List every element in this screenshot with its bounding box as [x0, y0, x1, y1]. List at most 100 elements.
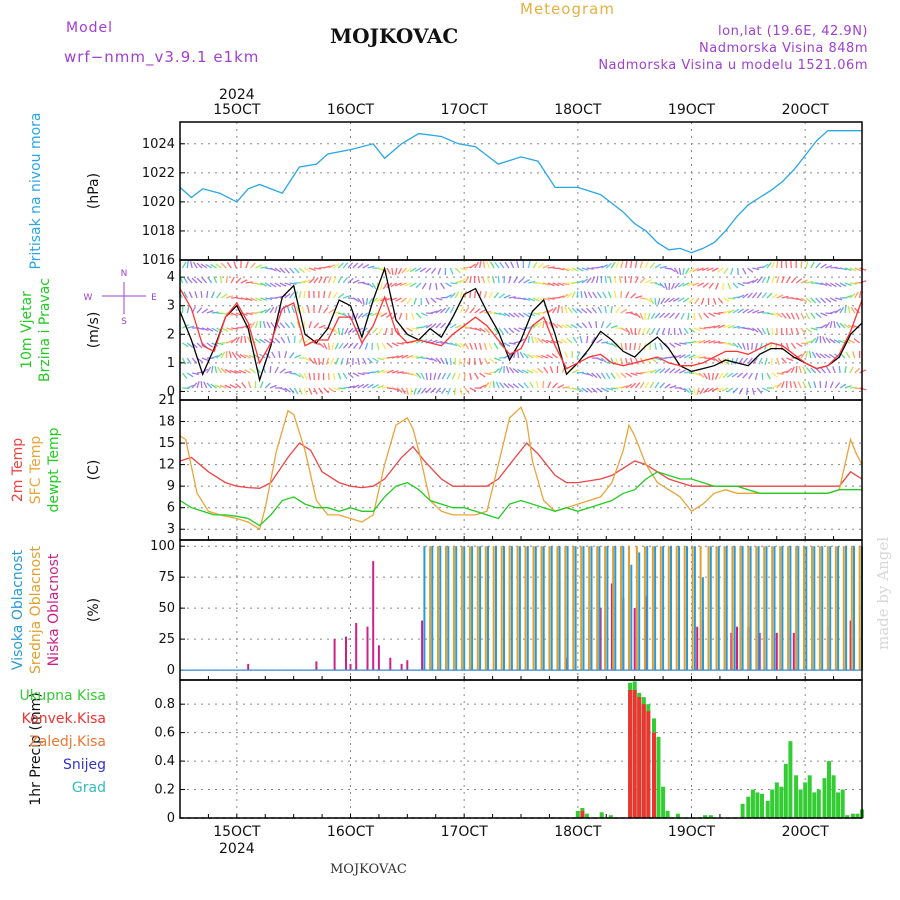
wind-arrow: [693, 327, 701, 332]
bar-cloud_low: [372, 561, 375, 671]
wind-arrow: [752, 267, 760, 271]
wind-arrow: [847, 306, 851, 314]
panel-frame: [179, 679, 863, 819]
bar-cloud_mid: [460, 546, 463, 671]
wind-arrow: [228, 351, 232, 359]
wind-arrow: [565, 324, 573, 329]
bar-precip_total: [807, 775, 812, 818]
bar-cloud_high: [542, 546, 545, 671]
wind-arrow: [420, 387, 427, 394]
wind-arrow: [795, 278, 803, 284]
wind-arrow: [557, 267, 565, 271]
wind-arrow: [546, 354, 553, 359]
wind-arrow: [298, 372, 305, 379]
wind-arrow: [542, 309, 550, 314]
wind-arrow: [654, 263, 662, 269]
wind-arrow: [265, 297, 273, 301]
wind-arrow: [399, 282, 407, 287]
bar-cloud_high: [463, 546, 466, 671]
wind-arrow: [484, 372, 492, 376]
wind-arrow: [255, 282, 263, 286]
wind-arrow: [771, 276, 775, 284]
wind-arrow: [406, 354, 414, 359]
wind-arrow: [810, 367, 817, 374]
wind-arrow: [494, 312, 502, 316]
wind-arrow: [630, 312, 638, 316]
axis-title-wind: 10m Vjetar: [19, 291, 35, 369]
wind-arrow: [639, 381, 645, 389]
wind-arrow: [337, 372, 342, 380]
wind-arrow: [240, 297, 248, 301]
wind-arrow: [435, 357, 442, 364]
wind-arrow: [337, 262, 344, 269]
wind-arrow: [752, 278, 759, 284]
wind-arrow: [331, 342, 335, 350]
bar-precip_total: [774, 782, 779, 818]
wind-arrow: [532, 322, 539, 329]
wind-arrow: [512, 368, 519, 374]
wind-arrow: [513, 276, 518, 284]
wind-arrow: [523, 312, 530, 318]
wind-arrow: [186, 306, 190, 314]
wind-arrow: [722, 310, 731, 314]
y-tick-label: 0.8: [154, 697, 175, 712]
wind-arrow: [284, 370, 292, 374]
wind-arrow: [430, 297, 437, 304]
wind-arrow: [618, 276, 622, 284]
wind-arrow: [692, 282, 700, 287]
bar-precip_total: [770, 789, 775, 818]
wind-arrow: [786, 357, 794, 362]
wind-arrow: [188, 291, 193, 299]
wind-arrow: [810, 337, 817, 344]
wind-arrow: [357, 383, 365, 389]
wind-arrow: [714, 372, 719, 380]
wind-arrow: [430, 310, 438, 314]
wind-arrow: [284, 351, 288, 359]
bar-cloud_high: [447, 546, 450, 671]
wind-arrow: [192, 261, 198, 269]
wind-arrow: [226, 295, 234, 299]
bar-cloud_mid: [468, 546, 471, 671]
wind-arrow: [308, 372, 312, 380]
bar-cloud_low: [349, 663, 352, 671]
bar-cloud_mid: [484, 546, 487, 671]
wind-arrow: [586, 267, 594, 270]
wind-arrow: [415, 372, 422, 379]
bar-cloud_mid: [500, 546, 503, 671]
wind-arrow: [192, 372, 200, 376]
wind-arrow: [629, 275, 633, 284]
wind-arrow: [464, 276, 469, 284]
wind-arrow: [207, 276, 213, 284]
wind-arrow: [698, 312, 703, 320]
wind-arrow: [531, 368, 539, 374]
wind-arrow: [284, 282, 292, 286]
wind-arrow: [298, 387, 303, 395]
wind-arrow: [420, 312, 428, 317]
wind-arrow: [805, 297, 812, 304]
wind-arrow: [431, 267, 437, 274]
wind-arrow: [858, 290, 862, 299]
wind-arrow: [541, 338, 549, 344]
bar-precip_total: [665, 810, 670, 818]
bar-cloud_high: [757, 546, 760, 671]
series-pressure: [179, 130, 862, 254]
wind-arrow: [805, 261, 809, 269]
wind-arrow: [425, 323, 433, 329]
wind-arrow: [825, 312, 833, 315]
wind-arrow: [187, 384, 195, 389]
y-tick-label: 100: [150, 539, 175, 554]
wind-arrow: [201, 327, 209, 332]
wind-arrow: [615, 372, 621, 379]
wind-arrow: [732, 325, 740, 329]
wind-arrow: [396, 327, 401, 335]
wind-arrow: [477, 276, 481, 284]
wind-arrow: [580, 290, 583, 299]
wind-arrow: [644, 381, 650, 389]
bar-precip_conv: [646, 711, 651, 818]
wind-arrow: [801, 342, 809, 345]
wind-arrow: [838, 365, 841, 374]
wind-arrow: [488, 342, 493, 350]
bar-precip_total: [575, 810, 580, 818]
wind-arrow: [625, 260, 628, 269]
wind-arrow: [368, 297, 373, 305]
